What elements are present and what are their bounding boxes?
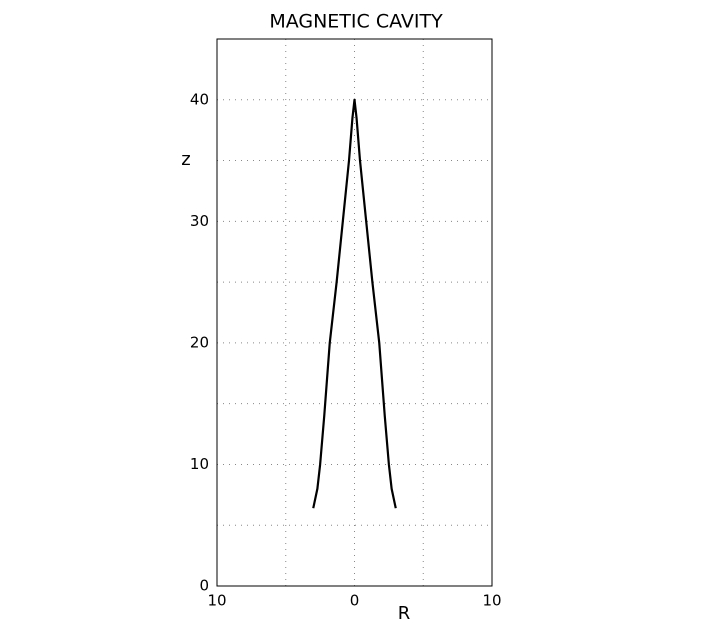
y-tick-label: 30	[190, 212, 209, 230]
x-axis-label: R	[398, 603, 411, 624]
y-tick-label: 20	[190, 333, 209, 351]
plot-frame	[216, 38, 493, 587]
y-tick-label: 10	[190, 455, 209, 473]
chart-title: MAGNETIC CAVITY	[269, 11, 443, 33]
x-tick-label: 10	[482, 592, 501, 610]
x-tick-label: 0	[350, 592, 360, 610]
y-axis-label: z	[181, 149, 190, 170]
x-tick-label: 10	[207, 592, 226, 610]
data-line	[312, 98, 397, 509]
y-tick-label: 0	[199, 577, 209, 595]
y-tick-label: 40	[190, 90, 209, 108]
